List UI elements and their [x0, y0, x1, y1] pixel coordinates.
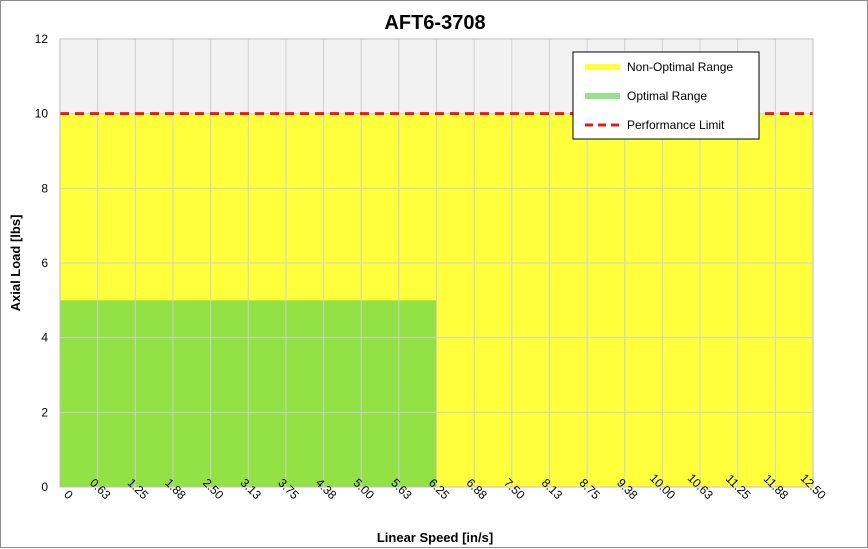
plot-border — [59, 38, 814, 488]
legend-label-optimal: Optimal Range — [627, 89, 707, 103]
x-axis-label: Linear Speed [in/s] — [377, 530, 493, 545]
y-tick-label: 4 — [41, 331, 48, 345]
legend-label-non-optimal: Non-Optimal Range — [627, 60, 733, 74]
y-tick-label: 10 — [35, 107, 49, 121]
axes — [59, 38, 814, 488]
y-tick-label: 12 — [35, 32, 49, 46]
y-axis-label: Axial Load [lbs] — [8, 215, 23, 312]
legend-label-limit: Performance Limit — [627, 118, 725, 132]
chart-title: AFT6-3708 — [384, 12, 485, 34]
y-tick-label: 6 — [41, 256, 48, 270]
legend: Non-Optimal Range Optimal Range Performa… — [572, 51, 760, 140]
y-tick-label: 2 — [41, 405, 48, 419]
y-ticks: 0 2 4 6 8 10 12 — [35, 32, 49, 494]
y-tick-label: 8 — [41, 181, 48, 195]
x-tick-label: 0 — [61, 487, 76, 502]
y-tick-label: 0 — [41, 480, 48, 494]
